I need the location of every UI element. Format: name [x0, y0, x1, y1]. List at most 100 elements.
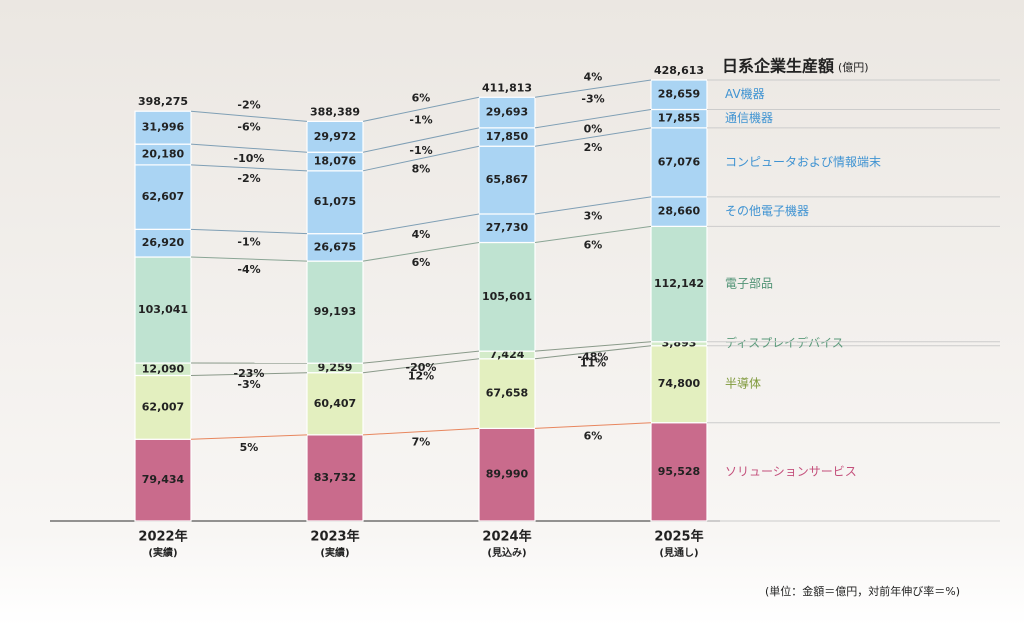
x-tick-note: (見通し)	[659, 547, 698, 559]
trend-line	[362, 213, 480, 235]
trend-line	[534, 422, 652, 429]
total-label: 388,389	[310, 105, 360, 118]
growth-label: -4%	[237, 263, 260, 276]
value-label: 65,867	[486, 173, 528, 186]
growth-label: -6%	[237, 120, 260, 133]
growth-label: 6%	[584, 430, 603, 443]
trend-line	[534, 341, 652, 352]
bar-segment	[478, 96, 536, 129]
bar-segment	[134, 438, 192, 522]
growth-label: -2%	[237, 172, 260, 185]
value-label: 18,076	[314, 155, 357, 168]
trend-line	[362, 145, 480, 172]
trend-line	[534, 345, 652, 360]
value-label: 60,407	[314, 397, 356, 410]
trend-line	[362, 242, 480, 262]
growth-label: 6%	[412, 256, 431, 269]
x-tick-note: (実績)	[320, 546, 349, 559]
trend-line	[190, 434, 308, 440]
value-label: 9,259	[318, 361, 353, 374]
value-label: 17,850	[486, 130, 529, 143]
bar-segment	[134, 374, 192, 440]
bar-segment	[478, 213, 536, 244]
trend-line	[190, 143, 308, 153]
bar-segment	[650, 422, 708, 522]
total-growth-label: 4%	[584, 71, 603, 84]
bar-segment	[650, 345, 708, 424]
value-label: 103,041	[138, 303, 188, 316]
x-tick-label: 2024年	[482, 529, 531, 545]
value-label: 17,855	[658, 112, 700, 125]
total-unit: (億円)	[838, 61, 869, 74]
legend-label: ディスプレイデバイス	[725, 335, 844, 350]
trend-line	[534, 196, 652, 215]
growth-label: 12%	[408, 370, 434, 383]
value-label: 12,090	[142, 362, 185, 375]
bar-segment	[134, 256, 192, 364]
bar-segment	[478, 358, 536, 430]
growth-label: 5%	[240, 441, 259, 454]
value-label: 62,607	[142, 190, 184, 203]
trend-line	[190, 372, 308, 376]
trend-line	[362, 96, 480, 122]
growth-label: 4%	[412, 228, 431, 241]
growth-label: 0%	[584, 123, 603, 136]
trend-line	[190, 256, 308, 262]
trend-line	[190, 164, 308, 172]
growth-label: 6%	[584, 238, 603, 251]
value-label: 26,675	[314, 240, 356, 253]
x-tick-label: 2025年	[654, 529, 703, 545]
legend-label: AV機器	[725, 86, 765, 101]
bar-segment	[306, 434, 364, 522]
growth-label: 2%	[584, 141, 603, 154]
footnote: (単位：金額＝億円，対前年伸び率＝%)	[765, 584, 960, 598]
growth-label: -10%	[234, 152, 265, 165]
trend-line	[534, 108, 652, 129]
value-label: 99,193	[314, 305, 356, 318]
x-tick-label: 2023年	[310, 529, 359, 545]
value-label: 29,693	[486, 106, 528, 119]
bar-segment	[134, 228, 192, 258]
x-tick-note: (見込み)	[487, 546, 526, 559]
growth-label: -3%	[237, 378, 260, 391]
growth-label: 11%	[580, 356, 606, 369]
trend-line	[362, 427, 480, 436]
bar-segment	[306, 372, 364, 436]
value-label: 105,601	[482, 290, 532, 303]
bar-segment	[306, 170, 364, 235]
value-label: 62,007	[142, 400, 184, 413]
growth-label: -1%	[409, 113, 432, 126]
trend-line	[534, 225, 652, 243]
growth-label: -20%	[406, 361, 437, 374]
trend-line	[534, 79, 652, 98]
value-label: 61,075	[314, 195, 356, 208]
value-label: 28,659	[658, 88, 700, 101]
trend-line	[362, 350, 480, 364]
value-label: 79,434	[142, 473, 185, 486]
bar-segment	[650, 79, 708, 111]
bar-segment	[134, 164, 192, 230]
trend-line	[362, 358, 480, 374]
trend-line	[190, 228, 308, 235]
value-label: 95,528	[658, 465, 700, 478]
total-label: 411,813	[482, 81, 532, 94]
value-label: 29,972	[314, 130, 356, 143]
growth-label: 8%	[412, 163, 431, 176]
legend-label: 通信機器	[725, 110, 773, 125]
value-label: 26,920	[142, 236, 185, 249]
value-label: 28,660	[658, 205, 701, 218]
trend-line	[362, 127, 480, 153]
value-label: 31,996	[142, 121, 185, 134]
growth-label: -23%	[234, 367, 265, 380]
growth-label: -48%	[578, 350, 609, 363]
total-title: 日系企業生産額	[722, 57, 834, 76]
legend-label: その他電子機器	[725, 203, 809, 218]
bar-segment	[306, 260, 364, 364]
total-label: 398,275	[138, 95, 188, 108]
x-tick-label: 2022年	[138, 529, 187, 545]
total-label: 428,613	[654, 64, 704, 77]
growth-label: 3%	[584, 209, 603, 222]
bar-segment	[478, 145, 536, 215]
